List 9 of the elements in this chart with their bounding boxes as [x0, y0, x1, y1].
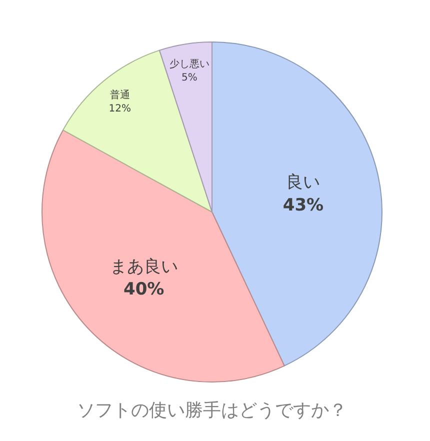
data-label: 40%	[123, 280, 164, 300]
text: ソフトの使い勝手はどうですか？	[77, 400, 347, 421]
slice-label: 普通	[110, 89, 130, 102]
slice-label: 良い	[286, 172, 320, 192]
slice-label: まあ良い	[110, 256, 178, 277]
data-label: 43%	[282, 195, 324, 216]
data-label: 5%	[181, 72, 198, 84]
data-label: 12%	[108, 104, 132, 115]
slice-label: 少し悪い	[169, 58, 210, 70]
